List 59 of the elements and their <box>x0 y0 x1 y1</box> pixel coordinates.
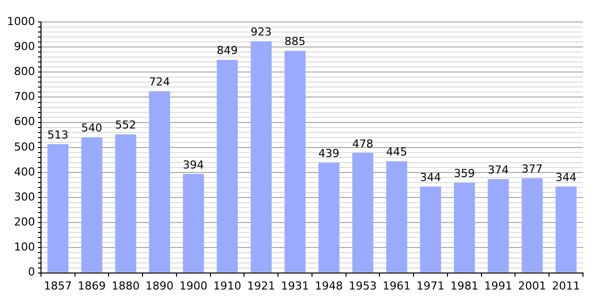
x-tick-label: 1931 <box>281 279 310 292</box>
data-label: 439 <box>318 147 340 160</box>
bar <box>47 144 68 272</box>
x-tick-label: 1880 <box>112 279 140 292</box>
x-tick-label: 1961 <box>382 279 411 292</box>
bar <box>386 161 408 272</box>
y-tick-label: 400 <box>14 165 35 178</box>
y-tick-label: 300 <box>14 190 35 204</box>
x-tick-label: 2011 <box>552 279 580 292</box>
data-label: 359 <box>454 167 475 180</box>
bar <box>149 91 170 272</box>
x-tick-label: 1981 <box>450 279 478 292</box>
y-tick-label: 500 <box>14 140 35 154</box>
x-tick-label: 1910 <box>213 279 242 292</box>
data-label: 394 <box>182 158 204 172</box>
bar <box>115 134 136 272</box>
bar <box>522 178 543 272</box>
y-tick-label: 600 <box>14 115 35 128</box>
data-label: 540 <box>81 122 102 135</box>
bar <box>454 182 475 272</box>
bar <box>318 162 340 272</box>
bar <box>420 186 442 272</box>
x-tick-label: 1869 <box>78 279 106 292</box>
x-tick-label: 1921 <box>247 279 276 292</box>
x-tick-label: 1991 <box>484 279 512 292</box>
bar <box>250 41 272 272</box>
data-label: 445 <box>386 146 408 159</box>
data-label: 552 <box>115 118 136 132</box>
y-tick-label: 1000 <box>6 14 35 28</box>
x-tick-label: 1971 <box>416 279 445 292</box>
x-tick-label: 2001 <box>518 279 546 292</box>
y-tick-label: 0 <box>28 266 35 279</box>
data-label: 377 <box>522 162 543 176</box>
data-label: 849 <box>216 44 238 58</box>
y-tick-label: 200 <box>14 216 35 228</box>
x-tick-label: 1948 <box>314 279 343 292</box>
bar <box>182 174 204 272</box>
data-label: 724 <box>149 76 170 89</box>
x-tick-label: 1900 <box>179 279 208 292</box>
bar <box>488 179 509 272</box>
bar <box>284 50 306 272</box>
bar <box>216 60 238 272</box>
data-label: 374 <box>488 163 509 176</box>
y-tick-label: 700 <box>14 90 35 104</box>
bar <box>81 137 102 272</box>
data-label: 478 <box>352 137 374 150</box>
y-tick-label: 900 <box>14 40 35 53</box>
data-label: 885 <box>284 35 306 48</box>
data-label: 344 <box>556 170 577 184</box>
y-tick-label: 100 <box>14 240 35 254</box>
y-tick-label: 800 <box>14 65 35 78</box>
x-tick-label: 1890 <box>146 279 174 292</box>
x-tick-label: 1857 <box>44 279 72 292</box>
bar <box>352 152 374 272</box>
bar <box>556 186 577 272</box>
data-label: 344 <box>420 170 442 184</box>
data-label: 923 <box>250 26 272 39</box>
data-label: 513 <box>47 128 68 142</box>
x-tick-label: 1953 <box>348 279 377 292</box>
